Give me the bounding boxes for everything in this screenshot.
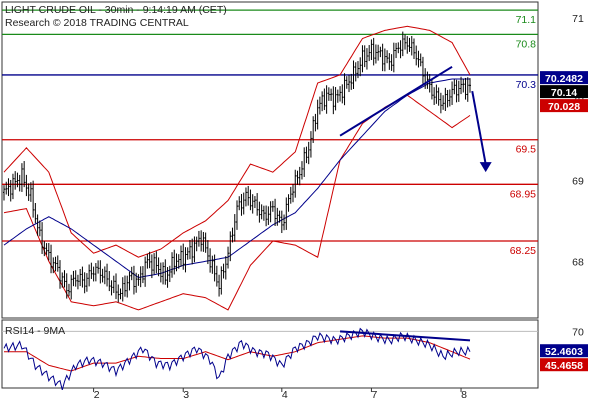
rsi-tag-0-box — [540, 344, 588, 358]
level-label-70.3: 70.3 — [516, 79, 537, 91]
rsi-line — [3, 327, 471, 391]
price-tag-2: 70.028 — [548, 101, 580, 113]
y-tick-71: 71 — [572, 13, 584, 25]
chart-overlays — [339, 65, 492, 173]
x-tick-4: 4 — [282, 389, 288, 400]
chart-subtitle: Research © 2018 TRADING CENTRAL — [5, 17, 189, 29]
level-label-68.25: 68.25 — [510, 245, 536, 257]
rsi-indicator — [2, 327, 538, 391]
rsi-title: RSI14 - 9MA — [5, 325, 65, 337]
price-tag-2-box — [540, 99, 588, 113]
rsi-tag-1: 45.4658 — [545, 360, 583, 372]
upper-band — [3, 25, 471, 258]
x-tick-8: 8 — [461, 389, 467, 400]
price-tag-0-box — [540, 71, 588, 85]
price-tag-1: 70.14 — [551, 87, 577, 99]
price-tags: 70.2482 70.14 70.028 52.4603 45.4658 — [540, 71, 588, 372]
x-tick-3: 3 — [183, 389, 189, 400]
x-tick-2: 2 — [94, 389, 100, 400]
rsi-panel — [1, 319, 539, 389]
chart-title: LIGHT CRUDE OIL - 30min - 9:14:19 AM (CE… — [5, 4, 227, 16]
y-tick-69: 69 — [572, 175, 584, 187]
rsi-tag-1-box — [540, 358, 588, 372]
level-label-71.1: 71.1 — [516, 14, 537, 26]
trendline — [339, 65, 453, 137]
forecast-arrow — [471, 90, 487, 165]
forecast-arrowhead — [479, 162, 492, 173]
rsi-tag-0: 52.4603 — [545, 346, 583, 358]
level-label-69.5: 69.5 — [516, 144, 537, 156]
rsi-ma-line — [4, 335, 471, 372]
y-tick-68: 68 — [572, 256, 584, 268]
x-tick-7: 7 — [372, 389, 378, 400]
rsi-divergence-line — [339, 330, 471, 342]
price-tag-1-box — [540, 85, 588, 99]
level-label-70.8: 70.8 — [516, 38, 537, 50]
support-resistance-levels: 71.1 70.8 70.3 69.5 68.95 68.25 — [2, 9, 538, 257]
rsi-y-tick-70: 70 — [572, 326, 584, 338]
moving-average — [3, 78, 470, 279]
price-tag-0: 70.2482 — [545, 73, 583, 85]
level-label-68.95: 68.95 — [510, 188, 536, 200]
main-panel — [1, 1, 539, 319]
price-candles — [3, 31, 471, 303]
